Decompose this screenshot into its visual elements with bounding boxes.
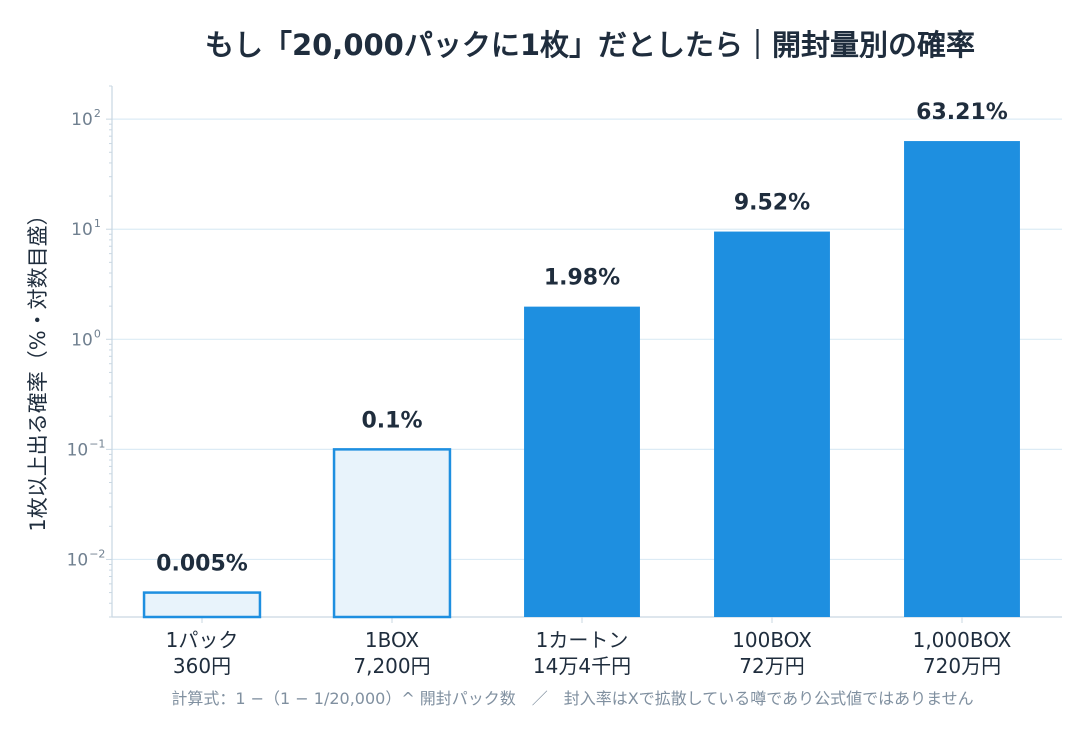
y-tick-exponent-0: −2 bbox=[89, 547, 105, 560]
bar-1 bbox=[332, 448, 452, 619]
bar-0 bbox=[142, 591, 262, 619]
data-label-3: 9.52% bbox=[734, 191, 810, 216]
bar-2 bbox=[524, 306, 640, 617]
x-tick-sublabel-4: 720万円 bbox=[923, 654, 1001, 678]
bar-4 bbox=[904, 141, 1020, 617]
bars bbox=[142, 141, 1020, 619]
y-tick-exponent-2: 0 bbox=[94, 327, 101, 340]
y-tick-label-3: 101 bbox=[71, 217, 101, 240]
data-labels: 0.005% 0.1% 1.98% 9.52% 63.21% bbox=[156, 100, 1008, 577]
y-tick-exponent-3: 1 bbox=[94, 217, 101, 230]
data-label-0: 0.005% bbox=[156, 552, 248, 577]
y-tick-label-4: 102 bbox=[71, 107, 101, 130]
data-label-4: 63.21% bbox=[916, 100, 1008, 125]
x-tick-label-0: 1パック bbox=[166, 628, 239, 652]
x-tick-label-1: 1BOX bbox=[365, 628, 420, 652]
y-tick-label-2: 100 bbox=[71, 327, 101, 350]
x-tick-label-2: 1カートン bbox=[536, 628, 629, 652]
data-label-2: 1.98% bbox=[544, 266, 620, 291]
footnote: 計算式：1 −（1 − 1/20,000）^ 開封パック数 ／ 封入率はXで拡散… bbox=[171, 689, 974, 708]
x-tick-sublabel-2: 14万4千円 bbox=[533, 654, 631, 678]
y-axis-label: 1枚以上出る確率（%・対数目盛） bbox=[26, 204, 50, 531]
x-tick-label-4: 1,000BOX bbox=[913, 628, 1012, 652]
y-tick-exponent-1: −1 bbox=[89, 437, 105, 450]
x-tick-sublabel-3: 72万円 bbox=[739, 654, 804, 678]
x-tick-label-3: 100BOX bbox=[732, 628, 812, 652]
y-tick-exponent-4: 2 bbox=[94, 107, 101, 120]
bar-3 bbox=[714, 231, 830, 617]
x-tick-sublabel-0: 360円 bbox=[173, 654, 231, 678]
y-tick-label-1: 10−1 bbox=[67, 437, 106, 460]
y-tick-label-0: 10−2 bbox=[67, 547, 106, 570]
data-label-1: 0.1% bbox=[361, 408, 422, 433]
x-tick-sublabel-1: 7,200円 bbox=[353, 654, 430, 678]
chart-title: もし「20,000パックに1枚」だとしたら｜開封量別の確率 bbox=[204, 28, 976, 62]
